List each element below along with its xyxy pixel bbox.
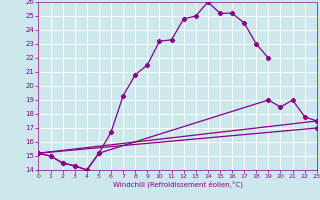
X-axis label: Windchill (Refroidissement éolien,°C): Windchill (Refroidissement éolien,°C): [113, 181, 243, 188]
